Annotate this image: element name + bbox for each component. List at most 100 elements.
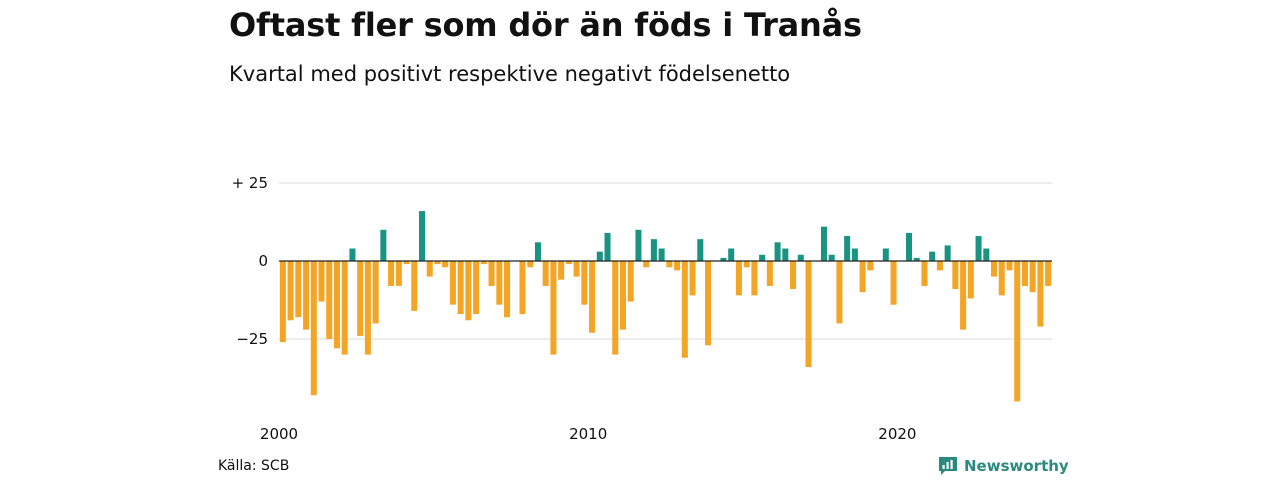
bar	[828, 254, 835, 261]
bar	[303, 261, 310, 330]
bar	[820, 226, 827, 261]
bar	[612, 261, 619, 355]
bar	[619, 261, 626, 330]
bar	[681, 261, 688, 358]
bar	[836, 261, 843, 324]
bar	[465, 261, 472, 321]
bar	[504, 261, 511, 318]
y-tick-label: −25	[236, 330, 268, 348]
bar	[697, 239, 704, 261]
bar	[426, 261, 433, 277]
bar	[279, 261, 286, 343]
bar	[991, 261, 998, 277]
bar	[395, 261, 402, 286]
bar	[310, 261, 317, 396]
brand-name: Newsworthy	[964, 457, 1069, 475]
bar	[921, 261, 928, 286]
bar	[751, 261, 758, 296]
bar	[604, 232, 611, 261]
bar	[411, 261, 418, 311]
bar	[844, 236, 851, 261]
bar	[1037, 261, 1044, 327]
bar	[782, 248, 789, 261]
bar	[867, 261, 874, 271]
bar	[333, 261, 340, 349]
bar	[859, 261, 866, 293]
bar	[1021, 261, 1028, 286]
bar	[388, 261, 395, 286]
y-tick-label: 0	[258, 252, 268, 270]
bar	[851, 248, 858, 261]
brand-logo[interactable]: Newsworthy	[938, 456, 1069, 476]
source-note: Källa: SCB	[218, 458, 290, 474]
bar	[805, 261, 812, 368]
bar	[635, 229, 642, 261]
bar	[480, 261, 487, 265]
bar	[527, 261, 534, 268]
bar	[295, 261, 302, 318]
bar	[442, 261, 449, 268]
x-axis-ticks: 2000 2010 2020	[260, 425, 917, 443]
bar	[998, 261, 1005, 296]
bar	[960, 261, 967, 330]
bar	[558, 261, 565, 280]
bar	[1029, 261, 1036, 293]
x-tick-label: 2010	[569, 425, 607, 443]
bar	[689, 261, 696, 296]
y-tick-label: + 25	[232, 174, 268, 192]
bar	[728, 248, 735, 261]
bar	[488, 261, 495, 286]
bar	[287, 261, 294, 321]
bar	[519, 261, 526, 315]
bar	[565, 261, 572, 265]
bar	[674, 261, 681, 271]
bar	[357, 261, 364, 336]
bar	[944, 245, 951, 261]
bar	[643, 261, 650, 268]
x-tick-label: 2000	[260, 425, 298, 443]
chart-subtitle: Kvartal med positivt respektive negativt…	[229, 62, 791, 86]
bar	[1045, 261, 1052, 286]
bar	[372, 261, 379, 324]
bar	[905, 232, 913, 261]
bar	[434, 261, 441, 265]
bar	[952, 261, 959, 290]
bar	[790, 261, 797, 290]
bar	[882, 248, 889, 261]
bars	[279, 211, 1052, 402]
bar	[364, 261, 371, 355]
bar	[743, 261, 750, 268]
bar	[573, 261, 580, 277]
bar	[550, 261, 557, 355]
bar	[936, 261, 943, 271]
bar	[496, 261, 503, 305]
y-axis-ticks: + 25 0 −25	[232, 174, 268, 348]
x-tick-label: 2020	[878, 425, 916, 443]
bar	[473, 261, 480, 315]
bar	[581, 261, 588, 305]
bar	[705, 261, 712, 346]
bar	[589, 261, 596, 333]
bar	[983, 248, 990, 261]
chart-title: Oftast fler som dör än föds i Tranås	[229, 6, 862, 44]
bar	[913, 257, 920, 261]
bar	[449, 261, 456, 305]
bar	[627, 261, 634, 302]
bar	[735, 261, 742, 296]
bar	[318, 261, 325, 302]
bar	[1014, 261, 1021, 402]
newsworthy-logo-icon	[939, 457, 957, 475]
bar	[596, 251, 603, 261]
bar	[326, 261, 333, 339]
bar	[650, 239, 657, 261]
bar	[774, 242, 781, 261]
bar	[759, 254, 766, 261]
bar	[720, 257, 727, 261]
bar	[403, 261, 410, 265]
bar	[967, 261, 974, 299]
bar	[457, 261, 464, 315]
bar	[349, 248, 356, 261]
bar	[975, 236, 982, 261]
bar	[890, 261, 897, 305]
